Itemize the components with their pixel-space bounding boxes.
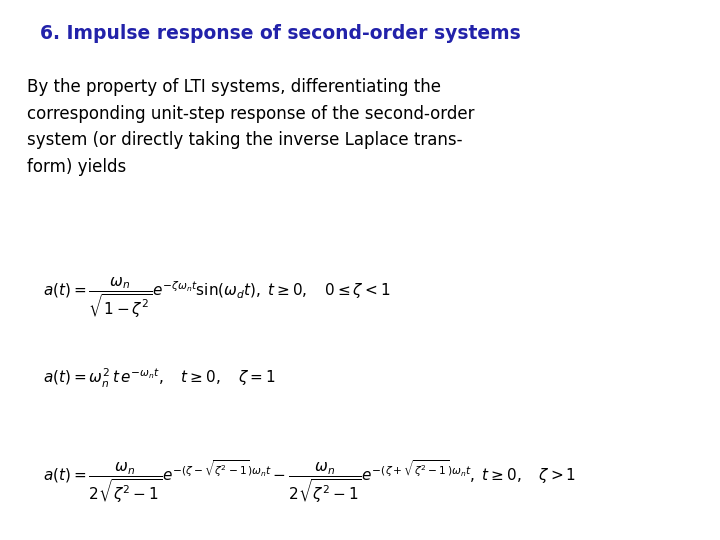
Text: By the property of LTI systems, differentiating the
corresponding unit-step resp: By the property of LTI systems, differen… xyxy=(27,78,475,176)
Text: $a(t) = \dfrac{\omega_n}{\sqrt{1-\zeta^2}}e^{-\zeta\omega_n t}\sin(\omega_d t),\: $a(t) = \dfrac{\omega_n}{\sqrt{1-\zeta^2… xyxy=(43,275,390,319)
Text: $a(t) = \omega_n^2\, t\, e^{-\omega_n t}, \quad t \geq 0, \quad \zeta = 1$: $a(t) = \omega_n^2\, t\, e^{-\omega_n t}… xyxy=(43,367,276,390)
Text: 6. Impulse response of second-order systems: 6. Impulse response of second-order syst… xyxy=(40,24,521,43)
Text: $a(t) = \dfrac{\omega_n}{2\sqrt{\zeta^2-1}}e^{-(\zeta-\sqrt{\zeta^2-1})\omega_n : $a(t) = \dfrac{\omega_n}{2\sqrt{\zeta^2-… xyxy=(43,459,576,505)
